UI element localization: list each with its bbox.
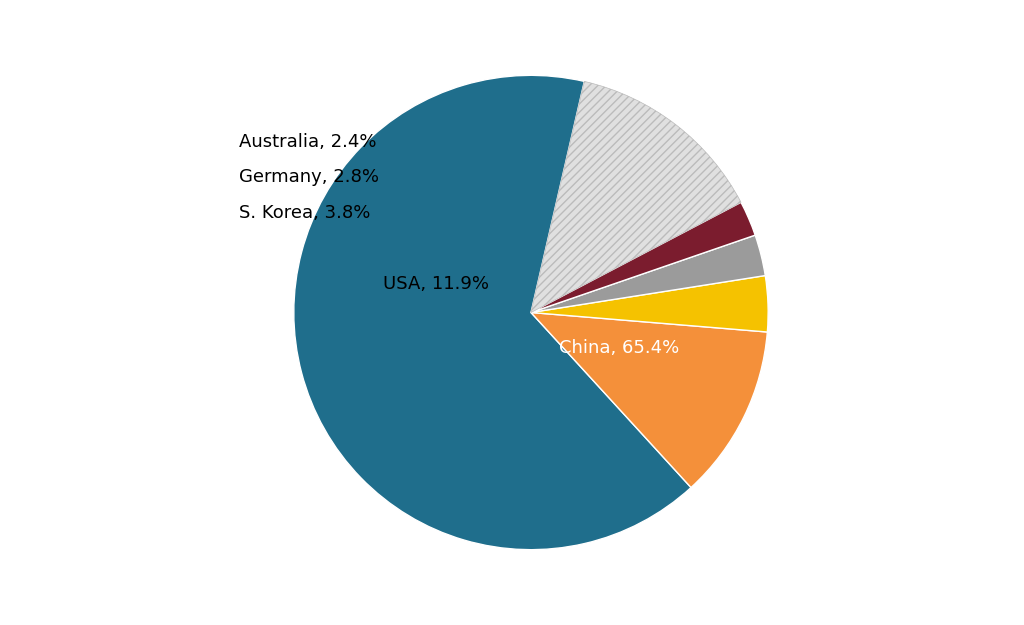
Text: S. Korea, 3.8%: S. Korea, 3.8%: [240, 204, 371, 222]
Wedge shape: [531, 202, 755, 312]
Wedge shape: [531, 312, 767, 488]
Wedge shape: [294, 76, 691, 549]
Text: China, 65.4%: China, 65.4%: [559, 339, 679, 357]
Wedge shape: [531, 276, 768, 332]
Wedge shape: [531, 235, 765, 312]
Text: Australia, 2.4%: Australia, 2.4%: [240, 132, 377, 151]
Text: Germany, 2.8%: Germany, 2.8%: [240, 168, 379, 186]
Text: USA, 11.9%: USA, 11.9%: [383, 275, 489, 293]
Wedge shape: [531, 81, 741, 312]
